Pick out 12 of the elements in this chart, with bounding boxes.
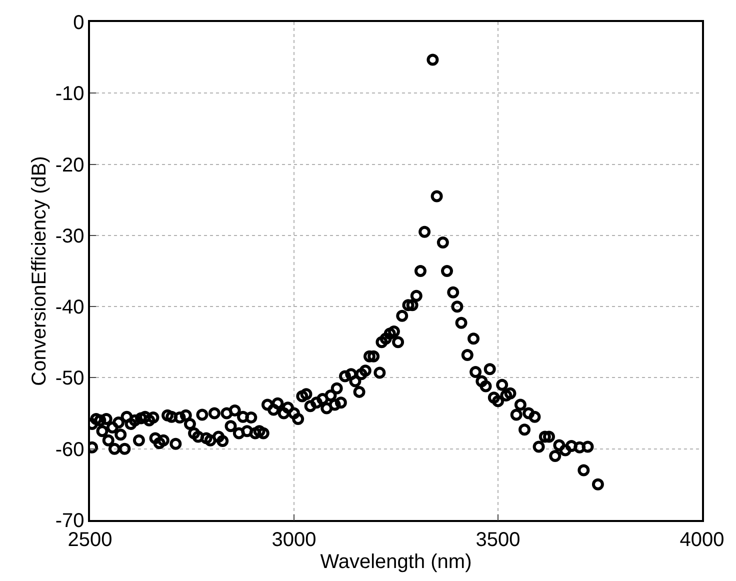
y-tick-label: -40 <box>55 296 84 319</box>
x-tick-label: 3500 <box>476 528 520 551</box>
y-tick-label: 0 <box>73 12 84 34</box>
y-tick-label: -20 <box>55 154 84 176</box>
y-tick-label: -50 <box>55 368 84 390</box>
x-tick-label: 3000 <box>272 528 316 551</box>
y-axis-title: ConversionEfficiency (dB) <box>28 156 50 386</box>
y-tick-label: -30 <box>55 225 84 248</box>
x-tick-label: 4000 <box>680 528 724 551</box>
y-tick-label: -10 <box>55 83 84 106</box>
y-tick-label: -60 <box>55 438 84 461</box>
x-axis-title: Wavelength (nm) <box>320 550 472 573</box>
